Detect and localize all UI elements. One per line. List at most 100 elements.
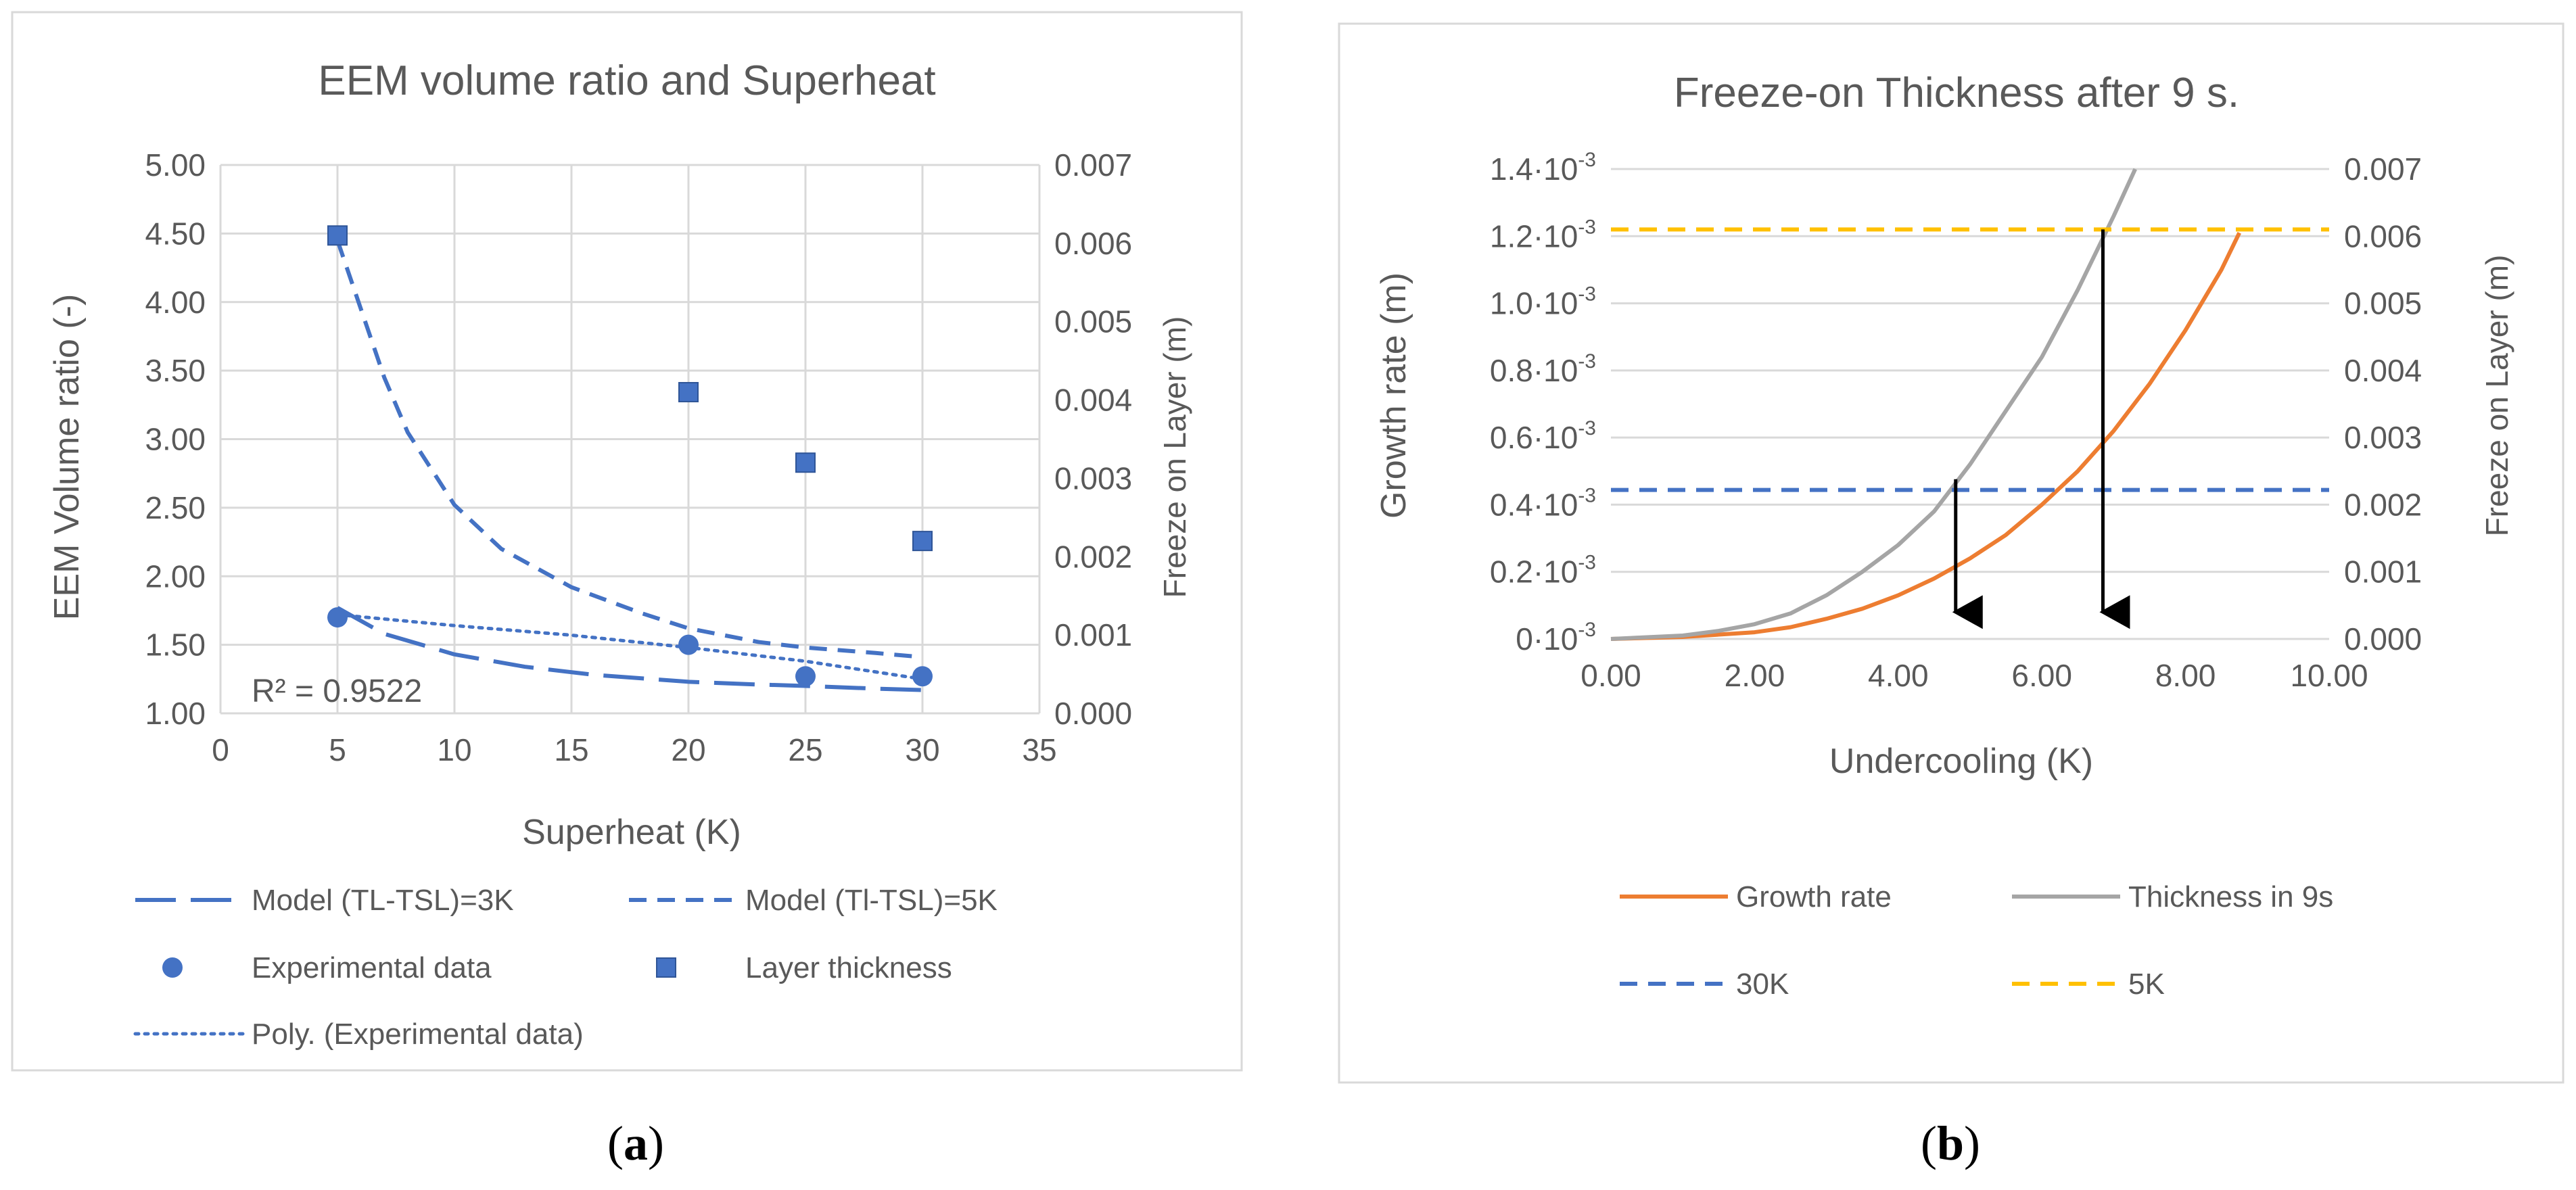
panel-label-b: (b): [1921, 1116, 1980, 1172]
legend-label-30k: 30K: [1736, 968, 1789, 1001]
y2-tick-label: 0.006: [2344, 218, 2422, 254]
legend-marker-layer-thickness: [656, 957, 676, 978]
legend-label-growth-rate: Growth rate: [1736, 880, 1892, 913]
panel-label-b-letter: b: [1936, 1116, 1965, 1170]
panel-label-b-open: (: [1921, 1116, 1937, 1170]
y-tick-label: 1.00: [145, 696, 206, 731]
data-point-layer-thickness: [678, 381, 699, 402]
chart-a-xlabel: Superheat (K): [522, 813, 741, 852]
series-line-model-tl-tsl-3k: [336, 606, 923, 692]
x-tick-label: 6.00: [2011, 658, 2072, 693]
chart-a-r2-annotation: R² = 0.9522: [252, 673, 422, 709]
chart-b-ticks: 0.00 2.00 4.00 6.00 8.00 10.00 0·10-3 0.2·10-3 0…: [1490, 149, 2422, 693]
x-tick-label: 5: [329, 732, 346, 767]
y-tick-label: 1.4·10-3: [1490, 149, 1596, 187]
chart-a-series: [327, 225, 933, 692]
legend-label-layer-thickness: Layer thickness: [745, 951, 952, 984]
chart-b: Freeze-on Thickness after 9 s. 0.00 2.00 4…: [1338, 22, 2565, 1084]
panel-label-a-open: (: [607, 1116, 624, 1170]
y-tick-label: 1.0·10-3: [1490, 283, 1596, 321]
chart-a: EEM volume ratio and Superheat 0 5 10 15 20 2…: [11, 11, 1243, 1072]
y2-tick-label: 0.001: [2344, 554, 2422, 590]
y-tick-label: 4.50: [145, 216, 206, 251]
chart-b-arrows: [1952, 229, 2130, 629]
y2-tick-label: 0.007: [1054, 147, 1132, 183]
data-point-layer-thickness: [795, 452, 816, 473]
y2-tick-label: 0.003: [2344, 420, 2422, 455]
legend-label-model-tl-tsl-3k: Model (TL-TSL)=3K: [252, 884, 514, 917]
x-tick-label: 10.00: [2290, 658, 2368, 693]
panel-label-b-close: ): [1964, 1116, 1981, 1170]
chart-a-legend: Model (TL-TSL)=3K Model (Tl-TSL)=5K Experi…: [133, 884, 998, 1051]
x-tick-label: 25: [788, 732, 822, 767]
chart-b-legend: Growth rate Thickness in 9s 30K 5K: [1620, 880, 2333, 1001]
y2-tick-label: 0.002: [1054, 539, 1132, 574]
data-point-experimental-data: [678, 634, 699, 655]
x-tick-label: 20: [671, 732, 705, 767]
y2-tick-label: 0.002: [2344, 487, 2422, 522]
y-tick-label: 0.2·10-3: [1490, 552, 1596, 590]
chart-b-ylabel: Growth rate (m): [1374, 272, 1413, 519]
x-tick-label: 0.00: [1580, 658, 1641, 693]
chart-b-y2label: Freeze on Layer (m): [2479, 255, 2514, 537]
y-tick-label: 0·10-3: [1516, 619, 1596, 657]
series-line-poly-experimental-data: [335, 613, 924, 681]
legend-label-thickness-in-9s: Thickness in 9s: [2128, 880, 2333, 913]
y2-tick-label: 0.005: [2344, 286, 2422, 321]
y2-tick-label: 0.000: [1054, 696, 1132, 731]
y2-tick-label: 0.004: [1054, 383, 1132, 418]
y2-tick-label: 0.005: [1054, 304, 1132, 339]
y2-tick-label: 0.001: [1054, 617, 1132, 652]
chart-a-ticks: 0 5 10 15 20 25 30 35 1.00 1.50 2.00 2.50 3.00 3.50 4.…: [145, 147, 1132, 767]
y2-tick-label: 0.007: [2344, 151, 2422, 187]
x-tick-label: 0: [212, 732, 229, 767]
y-tick-label: 1.2·10-3: [1490, 216, 1596, 254]
data-point-experimental-data: [327, 607, 348, 628]
chart-a-ylabel: EEM Volume ratio (-): [47, 294, 87, 621]
legend-marker-experimental-data: [162, 957, 183, 978]
chart-a-frame: [11, 11, 1243, 1072]
y-tick-label: 0.4·10-3: [1490, 484, 1596, 522]
y-tick-label: 2.00: [145, 558, 206, 594]
x-tick-label: 30: [905, 732, 939, 767]
x-tick-label: 35: [1022, 732, 1056, 767]
chart-b-grid: [1611, 168, 2329, 640]
chart-b-series: [1610, 168, 2329, 641]
y-tick-label: 0.6·10-3: [1490, 417, 1596, 455]
y2-tick-label: 0.000: [2344, 621, 2422, 657]
y-tick-label: 3.00: [145, 422, 206, 457]
chart-b-xlabel: Undercooling (K): [1829, 742, 2093, 781]
y-tick-label: 0.8·10-3: [1490, 350, 1596, 388]
x-tick-label: 4.00: [1868, 658, 1929, 693]
y-tick-label: 5.00: [145, 147, 206, 183]
legend-label-5k: 5K: [2128, 968, 2165, 1001]
legend-label-poly-experimental-data: Poly. (Experimental data): [252, 1018, 584, 1051]
legend-label-model-tl-tsl-5k: Model (Tl-TSL)=5K: [745, 884, 998, 917]
panel-label-a-letter: a: [623, 1116, 648, 1170]
panel-label-a: (a): [607, 1116, 664, 1172]
y-tick-label: 2.50: [145, 490, 206, 525]
panel-label-a-close: ): [647, 1116, 664, 1170]
chart-a-title: EEM volume ratio and Superheat: [318, 57, 935, 104]
chart-b-title: Freeze-on Thickness after 9 s.: [1674, 70, 2239, 116]
series-line-thickness-in-9s: [1610, 168, 2137, 641]
x-tick-label: 2.00: [1725, 658, 1785, 693]
x-tick-label: 10: [437, 732, 471, 767]
y-tick-label: 1.50: [145, 627, 206, 663]
legend-label-experimental-data: Experimental data: [252, 951, 492, 984]
x-tick-label: 15: [554, 732, 588, 767]
y2-tick-label: 0.003: [1054, 460, 1132, 496]
x-tick-label: 8.00: [2155, 658, 2216, 693]
data-point-layer-thickness: [327, 225, 348, 246]
y2-tick-label: 0.006: [1054, 226, 1132, 261]
y-tick-label: 4.00: [145, 285, 206, 320]
series-line-growth-rate: [1610, 232, 2241, 641]
series-line-model-tl-tsl-5k: [335, 239, 923, 659]
chart-a-grid: [219, 164, 1041, 715]
chart-b-frame: [1338, 22, 2565, 1084]
chart-a-y2label: Freeze on Layer (m): [1157, 316, 1192, 598]
data-point-experimental-data: [912, 666, 933, 687]
data-point-experimental-data: [795, 666, 816, 687]
y2-tick-label: 0.004: [2344, 353, 2422, 388]
